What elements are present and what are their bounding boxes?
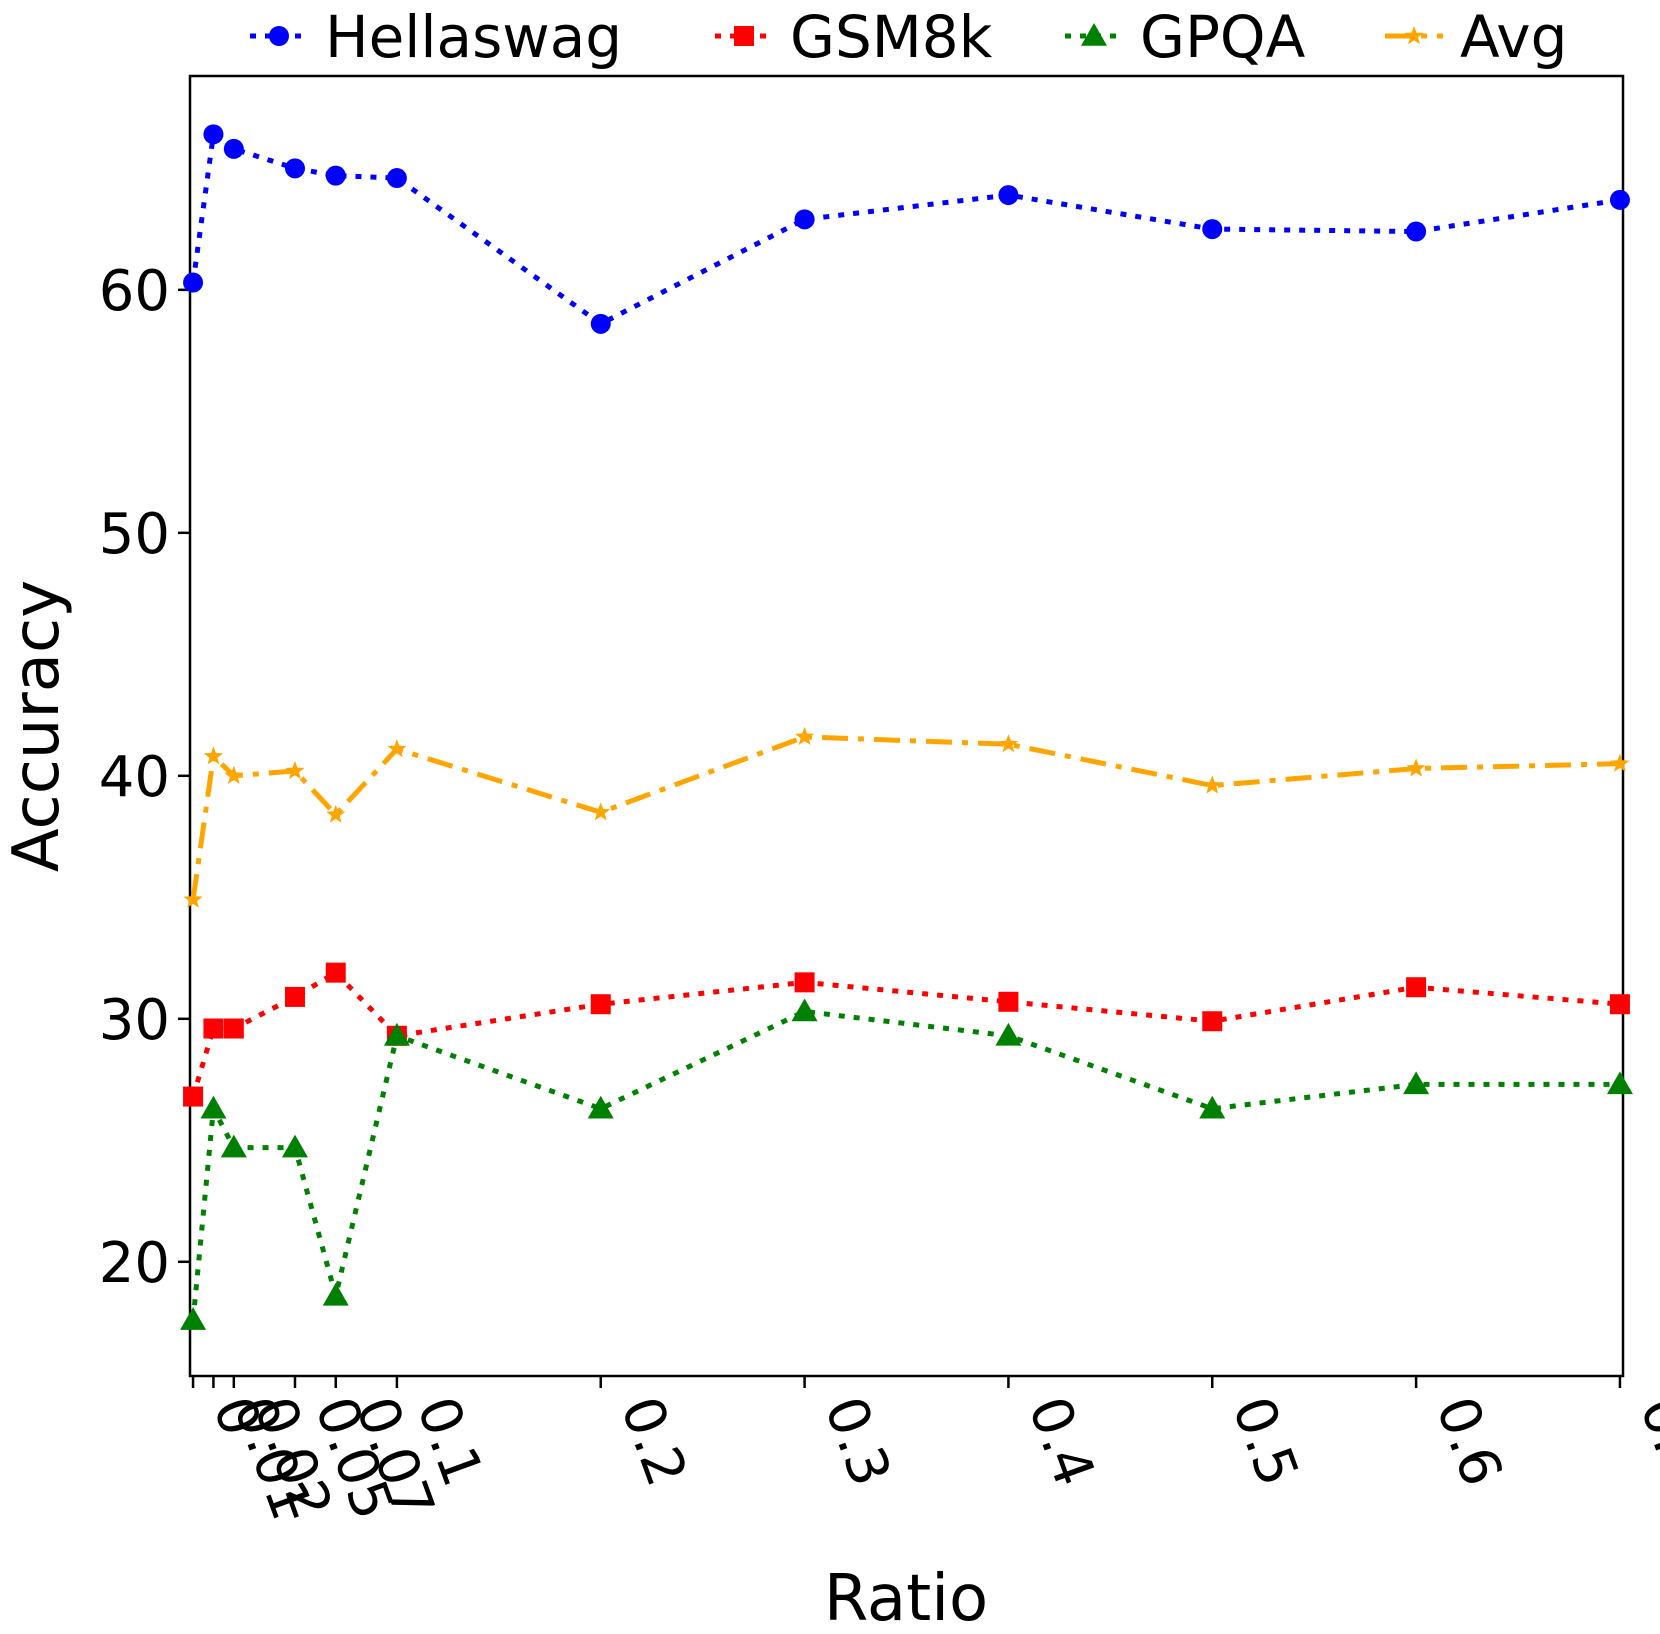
- x-tick-label: 0.7: [1627, 1389, 1660, 1495]
- data-point-gpqa: [1606, 1071, 1633, 1095]
- x-axis-ticks: 00.010.020.050.070.1 0.2 0.3 0.4 0.5 0.6 0.7: [191, 1376, 1660, 1528]
- x-tick-label: 0.2: [608, 1389, 700, 1495]
- data-point-gpqa: [200, 1095, 227, 1119]
- data-point-gpqa: [322, 1282, 349, 1306]
- data-point-gsm8k: [1202, 1011, 1223, 1032]
- data-point-avg: [795, 726, 815, 745]
- data-point-avg: [387, 739, 407, 758]
- data-point-hellaswag: [1202, 219, 1223, 240]
- data-point-hellaswag: [284, 158, 305, 179]
- data-point-gsm8k: [203, 1018, 224, 1039]
- data-point-gpqa: [220, 1134, 247, 1158]
- data-point-hellaswag: [590, 313, 611, 334]
- series-line-gsm8k: [190, 970, 1621, 1098]
- data-point-gpqa: [995, 1022, 1022, 1046]
- data-point-avg: [1406, 758, 1426, 777]
- y-tick-label: 50: [99, 502, 170, 567]
- data-point-gsm8k: [590, 994, 611, 1015]
- y-tick-label: 40: [99, 745, 170, 810]
- data-point-gpqa: [180, 1307, 207, 1330]
- data-point-avg: [998, 734, 1018, 753]
- legend-marker-hellaswag: [269, 26, 289, 46]
- data-point-hellaswag: [203, 124, 224, 145]
- x-tick-label: 0.3: [811, 1389, 903, 1495]
- data-point-hellaswag: [1609, 189, 1630, 210]
- data-point-avg: [203, 746, 223, 765]
- legend-marker-gpqa: [1081, 23, 1107, 46]
- x-tick-label: 0.4: [1015, 1389, 1107, 1495]
- data-point-hellaswag: [223, 138, 244, 159]
- y-axis-ticks: 20 30 40 50 60: [99, 259, 190, 1296]
- data-point-gsm8k: [998, 991, 1019, 1012]
- data-point-hellaswag: [183, 272, 204, 293]
- x-tick-label: 0.6: [1423, 1389, 1515, 1495]
- series-line-hellaswag: [190, 131, 1621, 327]
- legend-marker-gsm8k: [734, 26, 754, 46]
- data-point-gsm8k: [183, 1086, 204, 1107]
- legend-label-gsm8k: GSM8k: [790, 3, 993, 71]
- legend-marker-avg: [1404, 26, 1424, 45]
- series-line-gpqa: [190, 1009, 1620, 1321]
- data-point-hellaswag: [325, 165, 346, 186]
- series-layer: [180, 124, 1633, 1330]
- data-point-avg: [1610, 753, 1630, 772]
- legend-label-avg: Avg: [1460, 3, 1567, 71]
- data-point-gpqa: [383, 1022, 410, 1046]
- series-line-avg: [190, 734, 1621, 901]
- data-point-hellaswag: [386, 168, 407, 189]
- y-tick-label: 60: [99, 259, 170, 324]
- data-point-avg: [326, 804, 346, 823]
- data-point-gpqa: [281, 1134, 308, 1158]
- data-point-avg: [224, 765, 244, 784]
- data-point-gpqa: [1199, 1095, 1226, 1119]
- legend-label-gpqa: GPQA: [1140, 3, 1306, 71]
- data-point-avg: [1202, 775, 1222, 794]
- data-point-hellaswag: [1406, 221, 1427, 242]
- plot-frame: [188, 74, 1625, 1378]
- data-point-gsm8k: [1406, 977, 1427, 998]
- data-point-hellaswag: [794, 209, 815, 230]
- data-point-avg: [591, 802, 611, 821]
- data-point-gsm8k: [1609, 994, 1630, 1015]
- data-point-gsm8k: [223, 1018, 244, 1039]
- legend: Hellaswag GSM8k GPQA Avg: [250, 3, 1567, 71]
- y-tick-label: 30: [99, 988, 170, 1053]
- data-point-gsm8k: [325, 962, 346, 983]
- legend-label-hellaswag: Hellaswag: [325, 3, 622, 71]
- data-point-gpqa: [1403, 1071, 1430, 1095]
- data-point-gpqa: [791, 998, 818, 1022]
- y-tick-label: 20: [99, 1231, 170, 1296]
- data-point-gsm8k: [794, 972, 815, 993]
- data-point-avg: [285, 761, 305, 779]
- data-point-gsm8k: [284, 986, 305, 1007]
- data-point-hellaswag: [998, 185, 1019, 206]
- y-axis-title: Accuracy: [0, 580, 74, 872]
- x-axis-title: Ratio: [824, 1562, 988, 1634]
- data-point-gpqa: [587, 1095, 614, 1119]
- x-tick-label: 0.5: [1219, 1389, 1311, 1495]
- data-point-avg: [183, 889, 203, 908]
